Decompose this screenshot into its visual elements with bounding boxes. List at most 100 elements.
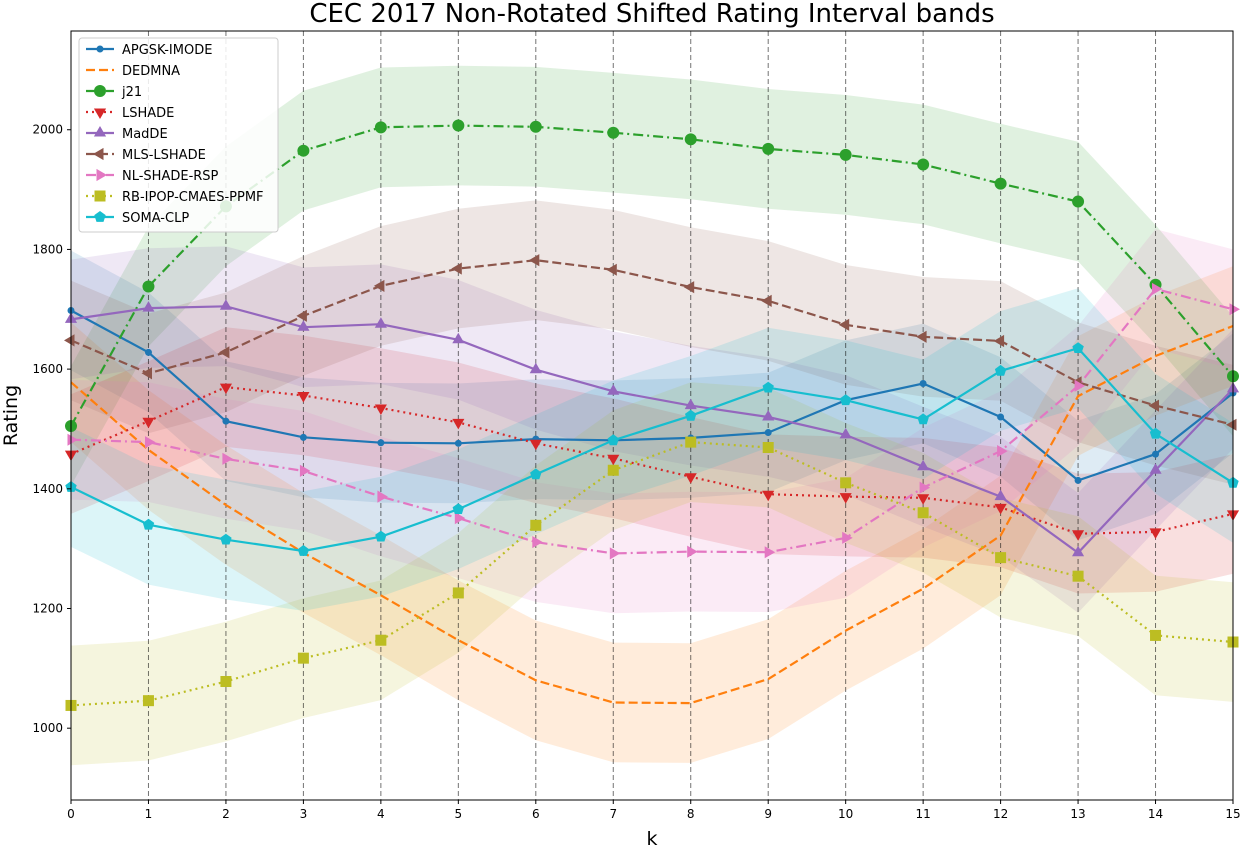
series-line [70, 309, 1234, 482]
data-point [374, 404, 387, 415]
series-line [70, 305, 1234, 555]
data-point [917, 459, 930, 471]
data-point [297, 545, 310, 556]
data-point [67, 433, 78, 446]
data-point [454, 512, 466, 525]
data-point [374, 121, 387, 134]
x-tick-label: 2 [222, 807, 230, 821]
data-point [220, 676, 232, 688]
data-point [529, 439, 542, 451]
data-point [452, 119, 465, 132]
x-tick-label: 14 [1148, 807, 1163, 821]
data-point [1072, 570, 1084, 582]
data-point [532, 536, 543, 549]
data-point [142, 301, 155, 312]
data-point [994, 364, 1007, 376]
data-point [64, 334, 75, 347]
series-line [70, 259, 1234, 426]
data-point [839, 148, 852, 161]
data-point [530, 519, 542, 531]
x-tick-label: 5 [455, 807, 463, 821]
data-point [1229, 303, 1240, 316]
x-tick-label: 7 [609, 807, 617, 821]
data-point [377, 490, 388, 503]
y-axis-ticks: 1000 1200 1400 1600 1800 2000 [32, 123, 71, 735]
y-tick-label: 1000 [32, 721, 63, 735]
data-point [530, 468, 542, 480]
data-point [687, 545, 698, 558]
data-point [375, 634, 387, 646]
data-point [919, 379, 927, 387]
x-tick-label: 10 [838, 807, 853, 821]
data-point [1072, 195, 1085, 208]
data-point [297, 392, 310, 403]
data-point [994, 177, 1007, 190]
data-point [997, 413, 1005, 421]
interval-band [71, 246, 1233, 613]
interval-bands [71, 65, 1233, 766]
series-lines [70, 124, 1234, 707]
x-tick-label: 1 [145, 807, 153, 821]
x-tick-label: 6 [532, 807, 540, 821]
data-point [1149, 528, 1162, 539]
data-point [917, 507, 929, 519]
legend-marker [93, 126, 107, 137]
interval-band [71, 200, 1233, 485]
data-point [1148, 399, 1159, 412]
data-point [607, 434, 619, 446]
data-point [840, 477, 852, 489]
data-point [607, 126, 620, 139]
data-point [917, 494, 930, 505]
data-point [762, 381, 774, 393]
data-point [1074, 379, 1086, 392]
legend-label: NL-SHADE-RSP [122, 169, 219, 184]
data-point [452, 503, 464, 514]
data-point [607, 464, 619, 476]
chart-title: CEC 2017 Non-Rotated Shifted Rating Inte… [309, 0, 994, 29]
data-point [142, 417, 155, 429]
data-point [142, 695, 154, 707]
data-point [684, 398, 697, 410]
data-point [762, 442, 774, 454]
x-tick-label: 3 [300, 807, 308, 821]
data-point [222, 452, 233, 465]
series-line [70, 346, 1234, 553]
data-point [1072, 530, 1085, 541]
legend-marker [94, 190, 106, 202]
interval-band [71, 327, 1233, 594]
legend-marker [96, 168, 107, 182]
data-point [141, 367, 152, 380]
data-point [838, 318, 850, 331]
data-point [1226, 418, 1237, 431]
data-point [1072, 545, 1085, 557]
data-point [917, 158, 930, 171]
series-markers [64, 119, 1240, 711]
data-point [529, 362, 542, 374]
series-line [70, 287, 1234, 555]
data-point [607, 384, 620, 395]
data-point [1152, 282, 1163, 295]
data-point [609, 547, 621, 560]
data-point [761, 294, 772, 307]
plot-frame [70, 30, 1234, 801]
data-point [142, 280, 155, 293]
data-point [607, 454, 620, 466]
data-point [529, 120, 542, 133]
data-point [299, 464, 311, 477]
x-tick-label: 9 [764, 807, 772, 821]
data-point [144, 348, 152, 356]
legend-label: SOMA-CLP [122, 211, 189, 226]
legend-label: LSHADE [122, 106, 174, 121]
data-point [1150, 629, 1162, 641]
data-point [1074, 476, 1082, 484]
data-point [762, 142, 775, 155]
data-point [297, 320, 310, 331]
data-point [606, 263, 617, 276]
data-point [685, 436, 697, 448]
y-tick-label: 1200 [32, 601, 63, 615]
series-line [70, 324, 1234, 705]
legend-marker [94, 211, 106, 222]
data-point [1149, 463, 1162, 474]
y-tick-label: 1800 [32, 242, 63, 256]
